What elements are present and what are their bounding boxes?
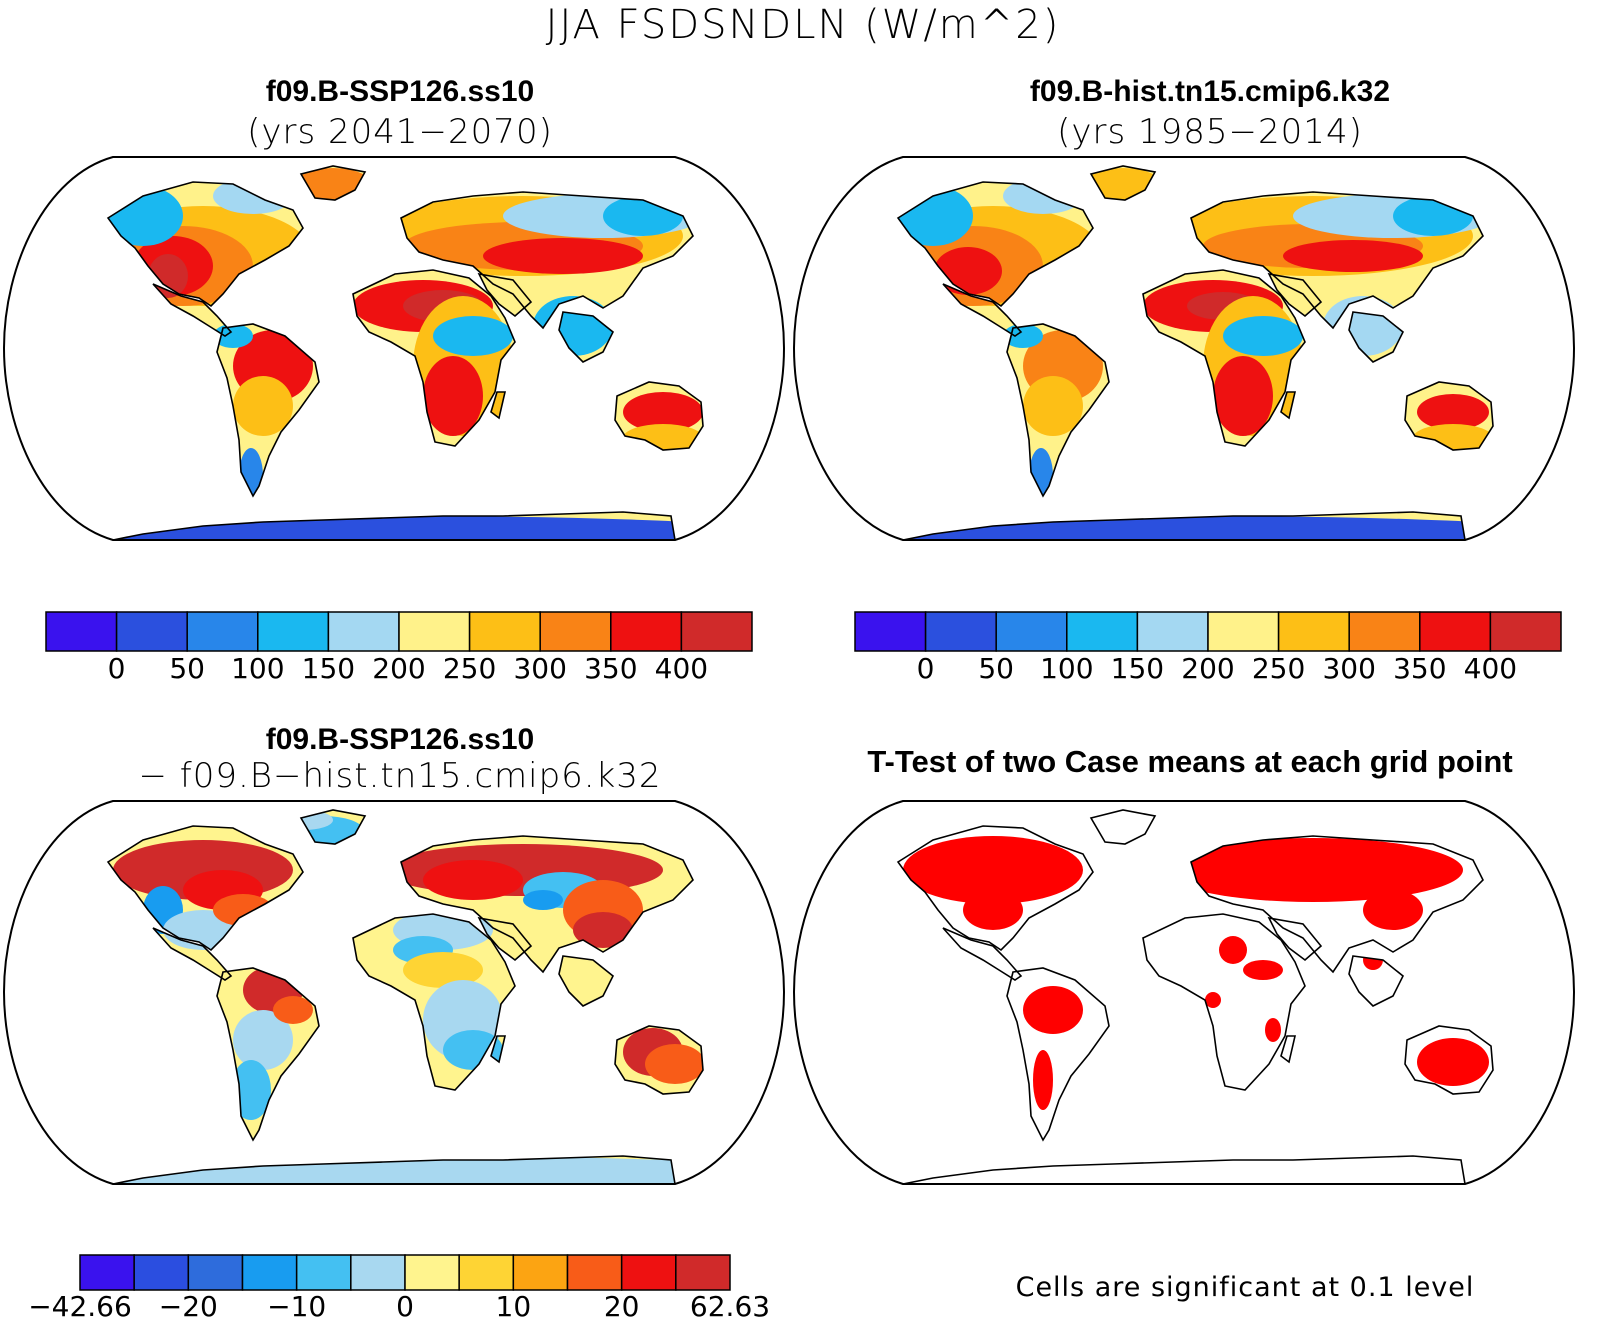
colorbar-bottom-left-labels: −42.66 −20 −10 0 10 20 62.63 — [28, 1290, 770, 1326]
colorbar-tick-label: 10 — [495, 1290, 532, 1323]
colorbar-box — [675, 1254, 731, 1291]
colorbar-box — [45, 611, 118, 652]
colorbar-box — [79, 1254, 135, 1291]
colorbar-box — [620, 1254, 677, 1291]
colorbar-bottom-left — [79, 1254, 731, 1291]
colorbar-box — [1489, 611, 1562, 652]
colorbar-box — [398, 611, 471, 652]
colorbar-box — [512, 1254, 569, 1291]
colorbar-box — [680, 611, 753, 652]
colorbar-tick-label: 0 — [396, 1290, 414, 1323]
colorbar-box — [1136, 611, 1209, 652]
colorbar-box — [187, 1254, 244, 1291]
colorbar-top-left-labels: 0 50 100 150 200 250 300 350 400 — [46, 652, 752, 692]
colorbar-tick-label: 100 — [1040, 652, 1094, 685]
map-panel-bottom-left — [2, 800, 786, 1185]
map-panel-bottom-right — [792, 800, 1576, 1185]
colorbar-tick-label: −42.66 — [28, 1290, 132, 1323]
map-panel-top-left — [2, 156, 786, 541]
map-panel-top-right — [792, 156, 1576, 541]
colorbar-top-left — [45, 611, 753, 652]
colorbar-tick-label: −10 — [267, 1290, 327, 1323]
colorbar-tick-label: 200 — [1181, 652, 1235, 685]
colorbar-tick-label: 250 — [1251, 652, 1306, 685]
ttest-title: T-Test of two Case means at each grid po… — [867, 744, 1513, 779]
colorbar-box — [854, 611, 927, 652]
colorbar-tick-label: 50 — [978, 652, 1015, 685]
colorbar-top-right — [854, 611, 1562, 652]
colorbar-box — [1348, 611, 1421, 652]
colorbar-box — [924, 611, 997, 652]
colorbar-box — [186, 611, 259, 652]
colorbar-tick-label: 250 — [442, 652, 497, 685]
colorbar-tick-label: 400 — [654, 652, 709, 685]
panel-top-left-years: (yrs 2041−2070) — [247, 112, 553, 152]
colorbar-box — [1277, 611, 1350, 652]
colorbar-box — [295, 1254, 352, 1291]
panel-bottom-left-case: f09.B-SSP126.ss10 — [265, 723, 535, 756]
colorbar-tick-label: 300 — [513, 652, 567, 685]
colorbar-tick-label: 350 — [1393, 652, 1447, 685]
colorbar-box — [458, 1254, 515, 1291]
colorbar-tick-label: 200 — [372, 652, 426, 685]
colorbar-box — [1207, 611, 1280, 652]
colorbar-box — [566, 1254, 623, 1291]
colorbar-box — [1066, 611, 1139, 652]
colorbar-tick-label: 50 — [169, 652, 206, 685]
colorbar-tick-label: 300 — [1322, 652, 1376, 685]
colorbar-box — [404, 1254, 460, 1291]
colorbar-box — [257, 611, 330, 652]
colorbar-tick-label: −20 — [158, 1290, 218, 1323]
colorbar-box — [350, 1254, 406, 1291]
colorbar-tick-label: 100 — [231, 652, 285, 685]
colorbar-tick-label: 150 — [301, 652, 356, 685]
colorbar-box — [241, 1254, 298, 1291]
colorbar-tick-label: 350 — [584, 652, 638, 685]
colorbar-tick-label: 20 — [603, 1290, 640, 1323]
panel-top-right-years: (yrs 1985−2014) — [1057, 112, 1363, 152]
colorbar-box — [539, 611, 612, 652]
colorbar-box — [468, 611, 541, 652]
significance-note: Cells are significant at 0.1 level — [1015, 1272, 1475, 1303]
colorbar-box — [610, 611, 683, 652]
colorbar-tick-label: 62.63 — [689, 1290, 771, 1323]
colorbar-top-right-labels: 0 50 100 150 200 250 300 350 400 — [855, 652, 1561, 692]
panel-bottom-left-minus: − f09.B−hist.tn15.cmip6.k32 — [138, 756, 662, 796]
panel-top-right-case: f09.B-hist.tn15.cmip6.k32 — [1029, 75, 1391, 108]
colorbar-tick-label: 0 — [916, 652, 935, 685]
colorbar-box — [327, 611, 400, 652]
colorbar-tick-label: 400 — [1463, 652, 1518, 685]
figure-title: JJA FSDSNDLN (W/m^2) — [545, 2, 1061, 48]
colorbar-tick-label: 0 — [107, 652, 126, 685]
colorbar-box — [133, 1254, 190, 1291]
colorbar-tick-label: 150 — [1110, 652, 1165, 685]
panel-top-left-case: f09.B-SSP126.ss10 — [265, 75, 535, 108]
colorbar-box — [995, 611, 1068, 652]
colorbar-box — [115, 611, 188, 652]
colorbar-box — [1419, 611, 1492, 652]
